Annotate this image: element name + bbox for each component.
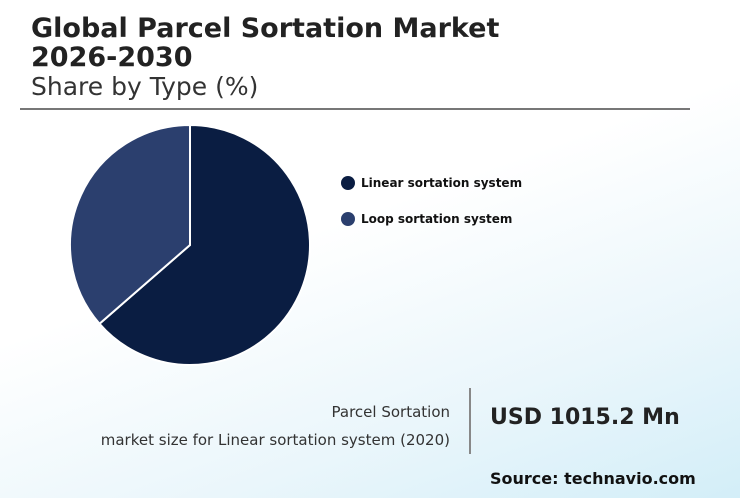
legend-swatch-loop [341, 212, 355, 226]
source-label: Source: technavio.com [490, 469, 696, 488]
title-line-2: 2026-2030 [31, 42, 193, 73]
chart-title: Global Parcel Sortation Market 2026-2030 [31, 14, 499, 72]
legend: Linear sortation system Loop sortation s… [341, 174, 522, 246]
legend-item-loop: Loop sortation system [341, 210, 522, 228]
callout-description: Parcel Sortation market size for Linear … [101, 398, 450, 454]
callout-divider [469, 388, 471, 454]
legend-swatch-linear [341, 176, 355, 190]
callout-line-2: market size for Linear sortation system … [100, 431, 450, 449]
callout-line-1: Parcel Sortation [331, 403, 450, 421]
title-line-1: Global Parcel Sortation Market [31, 13, 500, 44]
title-divider [20, 108, 690, 110]
pie-chart [69, 123, 311, 366]
pie-slice-loop [69, 123, 191, 326]
legend-item-linear: Linear sortation system [341, 174, 522, 192]
legend-label-linear: Linear sortation system [361, 176, 523, 190]
legend-label-loop: Loop sortation system [361, 212, 513, 226]
pie-slice-linear [98, 123, 311, 366]
callout-value: USD 1015.2 Mn [490, 405, 680, 430]
chart-subtitle: Share by Type (%) [31, 72, 259, 101]
